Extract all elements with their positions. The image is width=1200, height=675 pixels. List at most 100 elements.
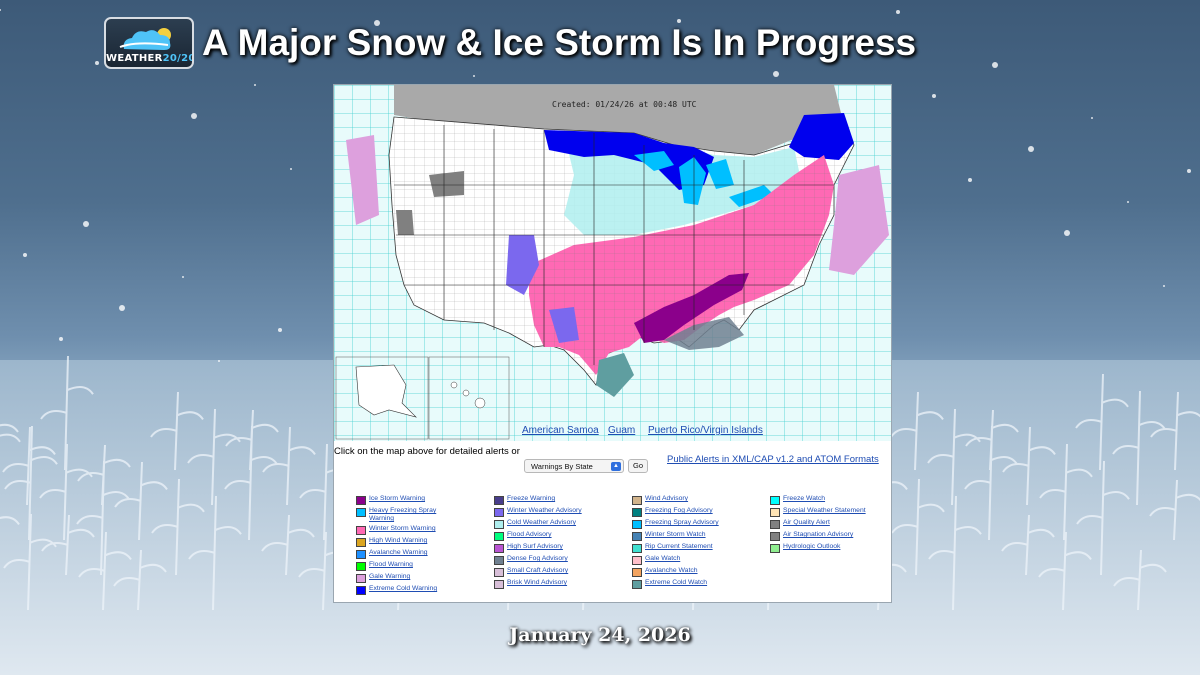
- legend-swatch: [356, 538, 366, 547]
- weather2020-logo[interactable]: WEATHER20/20: [104, 17, 194, 69]
- legend-item[interactable]: High Surf Advisory: [494, 543, 599, 553]
- american-samoa-link[interactable]: American Samoa: [522, 425, 599, 436]
- legend-item[interactable]: Winter Storm Watch: [632, 531, 737, 541]
- legend-item[interactable]: Cold Weather Advisory: [494, 519, 599, 529]
- legend-item[interactable]: Air Quality Alert: [770, 519, 875, 529]
- legend-label[interactable]: Avalanche Watch: [645, 567, 698, 574]
- guam-link[interactable]: Guam: [608, 425, 636, 436]
- legend-item[interactable]: Brisk Wind Advisory: [494, 579, 599, 589]
- legend-label[interactable]: Hydrologic Outlook: [783, 543, 841, 550]
- snowflake: [932, 94, 936, 98]
- legend-swatch: [494, 544, 504, 553]
- legend-swatch: [494, 520, 504, 529]
- legend-label[interactable]: Small Craft Advisory: [507, 567, 569, 574]
- legend-item[interactable]: Avalanche Warning: [356, 549, 461, 559]
- warnings-by-state-select[interactable]: Warnings By State ▲: [524, 459, 624, 473]
- snowflake: [95, 61, 99, 65]
- corn-stalk: [928, 495, 982, 611]
- legend-item[interactable]: Special Weather Statement: [770, 507, 875, 517]
- legend-label[interactable]: Air Stagnation Advisory: [783, 531, 854, 538]
- corn-stalk: [114, 461, 168, 541]
- snowflake: [473, 75, 475, 77]
- legend-item[interactable]: Extreme Cold Watch: [632, 579, 737, 589]
- puerto-rico-virgin-islands-link[interactable]: Puerto Rico/Virgin Islands: [648, 425, 763, 436]
- legend-item[interactable]: Heavy Freezing Spray Warning: [356, 507, 461, 523]
- legend-label[interactable]: Extreme Cold Warning: [369, 585, 438, 592]
- legend-label[interactable]: Rip Current Statement: [645, 543, 713, 550]
- snowflake: [1127, 201, 1129, 203]
- corn-stalk: [1038, 531, 1092, 611]
- xml-cap-link[interactable]: Public Alerts in XML/CAP v1.2 and ATOM F…: [667, 454, 879, 465]
- legend-item[interactable]: Gale Watch: [632, 555, 737, 565]
- legend-label[interactable]: Flood Warning: [369, 561, 413, 568]
- legend-label[interactable]: High Wind Warning: [369, 537, 428, 544]
- legend-item[interactable]: Freezing Fog Advisory: [632, 507, 737, 517]
- legend-item[interactable]: Dense Fog Advisory: [494, 555, 599, 565]
- headline: A Major Snow & Ice Storm Is In Progress: [202, 22, 917, 63]
- legend-item[interactable]: Freeze Warning: [494, 495, 599, 505]
- legend-item[interactable]: Winter Storm Warning: [356, 525, 461, 535]
- legend-label[interactable]: Heavy Freezing Spray Warning: [369, 507, 437, 522]
- logo-text: WEATHER20/20: [106, 53, 194, 64]
- snowflake: [191, 113, 197, 119]
- legend-label[interactable]: Gale Watch: [645, 555, 681, 562]
- legend-label[interactable]: Freeze Watch: [783, 495, 826, 502]
- legend-item[interactable]: Small Craft Advisory: [494, 567, 599, 577]
- snowflake: [1091, 117, 1093, 119]
- legend-label[interactable]: Flood Advisory: [507, 531, 552, 538]
- legend-item[interactable]: Flood Warning: [356, 561, 461, 571]
- legend-item[interactable]: Extreme Cold Warning: [356, 585, 461, 595]
- alert-controls: Click on the map above for detailed aler…: [334, 444, 891, 474]
- legend-label[interactable]: Cold Weather Advisory: [507, 519, 577, 526]
- legend-swatch: [494, 496, 504, 505]
- legend-item[interactable]: Freezing Spray Advisory: [632, 519, 737, 529]
- legend-label[interactable]: Wind Advisory: [645, 495, 689, 502]
- legend-label[interactable]: Special Weather Statement: [783, 507, 866, 514]
- legend-item[interactable]: Rip Current Statement: [632, 543, 737, 553]
- corn-stalk: [965, 409, 1019, 471]
- snowflake: [1163, 285, 1165, 287]
- snowflake: [314, 52, 318, 56]
- legend-label[interactable]: Ice Storm Warning: [369, 495, 426, 502]
- legend-column-1: Ice Storm Warning Heavy Freezing Spray Wa…: [356, 495, 461, 597]
- legend-item[interactable]: Flood Advisory: [494, 531, 599, 541]
- legend-item[interactable]: Gale Warning: [356, 573, 461, 583]
- corn-stalk: [78, 531, 132, 611]
- legend-item[interactable]: Winter Weather Advisory: [494, 507, 599, 517]
- legend-item[interactable]: Air Stagnation Advisory: [770, 531, 875, 541]
- snowflake: [836, 42, 838, 44]
- legend-item[interactable]: Hydrologic Outlook: [770, 543, 875, 553]
- legend-label[interactable]: Avalanche Warning: [369, 549, 428, 556]
- legend-label[interactable]: Extreme Cold Watch: [645, 579, 708, 586]
- legend-item[interactable]: Ice Storm Warning: [356, 495, 461, 505]
- legend-swatch: [494, 568, 504, 577]
- legend-label[interactable]: Dense Fog Advisory: [507, 555, 568, 562]
- legend-label[interactable]: High Surf Advisory: [507, 543, 563, 550]
- legend-item[interactable]: Freeze Watch: [770, 495, 875, 505]
- snowflake: [254, 84, 256, 86]
- corn-stalk: [151, 478, 205, 576]
- legend-item[interactable]: High Wind Warning: [356, 537, 461, 547]
- legend-label[interactable]: Winter Weather Advisory: [507, 507, 582, 514]
- snowflake: [0, 9, 1, 11]
- us-alerts-map[interactable]: Created: 01/24/26 at 00:48 UTC American …: [334, 85, 891, 441]
- legend-item[interactable]: Avalanche Watch: [632, 567, 737, 577]
- corn-stalk: [188, 495, 242, 611]
- corn-stalk: [891, 478, 945, 576]
- legend-label[interactable]: Brisk Wind Advisory: [507, 579, 568, 586]
- legend-item[interactable]: Wind Advisory: [632, 495, 737, 505]
- legend-label[interactable]: Winter Storm Watch: [645, 531, 706, 538]
- snowflake: [1064, 230, 1070, 236]
- snowflake: [83, 221, 89, 227]
- legend-label[interactable]: Freeze Warning: [507, 495, 556, 502]
- go-button[interactable]: Go: [628, 459, 648, 473]
- legend-label[interactable]: Gale Warning: [369, 573, 411, 580]
- legend-label[interactable]: Freezing Spray Advisory: [645, 519, 719, 526]
- snowflake: [290, 168, 292, 170]
- legend-swatch: [494, 580, 504, 589]
- legend-label[interactable]: Air Quality Alert: [783, 519, 830, 526]
- legend-label[interactable]: Winter Storm Warning: [369, 525, 436, 532]
- corn-stalk: [890, 391, 944, 471]
- snowflake: [677, 19, 681, 23]
- legend-label[interactable]: Freezing Fog Advisory: [645, 507, 713, 514]
